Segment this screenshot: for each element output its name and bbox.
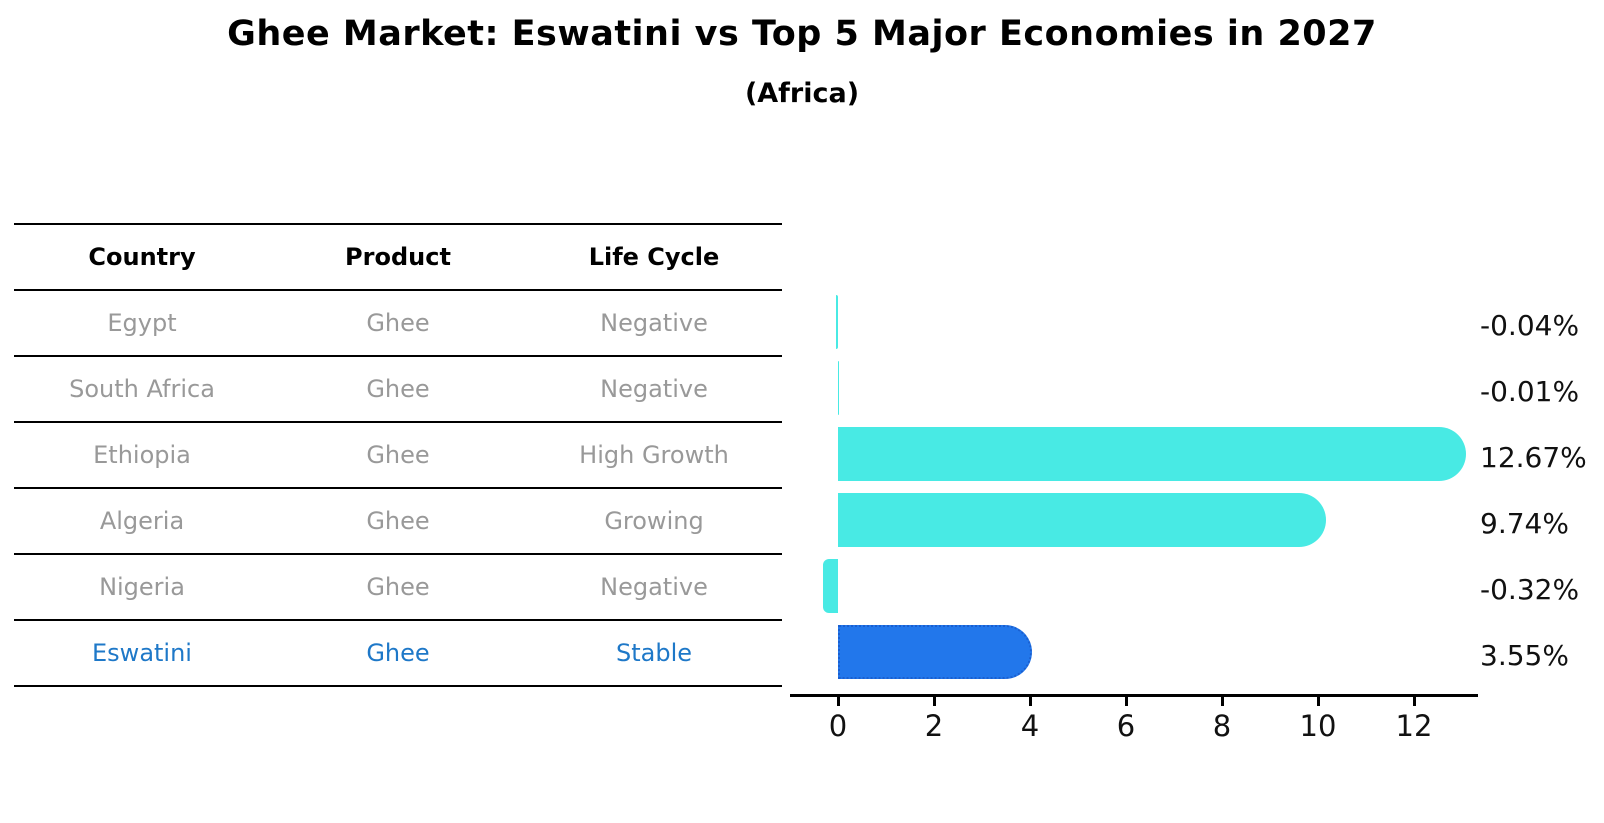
column-header-country: Country	[88, 243, 196, 271]
x-axis-tick-label: 0	[828, 709, 848, 743]
column-header-life-cycle: Life Cycle	[588, 243, 720, 271]
table-cell-product: Ghee	[366, 375, 430, 403]
bar-eswatini	[838, 625, 1033, 679]
x-axis-tick	[1029, 697, 1032, 706]
table-cell-life-cycle: Negative	[600, 309, 708, 337]
table-row: Eswatini Ghee Stable	[14, 621, 782, 687]
x-axis-tick	[1125, 697, 1128, 706]
table-cell-product: Ghee	[366, 441, 430, 469]
column-header-product: Product	[345, 243, 451, 271]
table-body: Egypt Ghee Negative South Africa Ghee Negativ…	[14, 291, 782, 687]
x-axis-tick-label: 10	[1299, 709, 1337, 743]
table-cell-country: South Africa	[69, 375, 215, 403]
bar-egypt	[836, 295, 838, 349]
table-cell-country: Egypt	[107, 309, 177, 337]
table-row: Algeria Ghee Growing	[14, 489, 782, 555]
table-cell-country: Ethiopia	[93, 441, 191, 469]
country-table: Country Product Life Cycle Egypt Ghee Nega…	[14, 223, 782, 687]
x-axis	[790, 694, 1478, 697]
x-axis-tick-label: 2	[924, 709, 944, 743]
x-axis-tick-label: 4	[1020, 709, 1040, 743]
x-axis-tick-label: 6	[1116, 709, 1136, 743]
chart-title: Ghee Market: Eswatini vs Top 5 Major Eco…	[227, 14, 1377, 54]
table-cell-product: Ghee	[366, 507, 430, 535]
bar-value-label: -0.04%	[1480, 308, 1580, 342]
table-row: Ethiopia Ghee High Growth	[14, 423, 782, 489]
bar-value-label: 3.55%	[1480, 638, 1569, 672]
table-cell-life-cycle: Stable	[615, 639, 693, 667]
table-row: Egypt Ghee Negative	[14, 291, 782, 357]
x-axis-tick-label: 8	[1212, 709, 1232, 743]
x-axis-tick	[1317, 697, 1320, 706]
table-cell-life-cycle: Negative	[600, 375, 708, 403]
table-cell-country: Algeria	[99, 507, 185, 535]
table-cell-country: Eswatini	[92, 639, 192, 667]
bar-value-label: -0.32%	[1480, 572, 1580, 606]
bar-value-label: -0.01%	[1480, 374, 1580, 408]
x-axis-tick	[933, 697, 936, 706]
table-row: Nigeria Ghee Negative	[14, 555, 782, 621]
table-cell-product: Ghee	[366, 639, 430, 667]
bar-algeria	[838, 493, 1326, 547]
bar-ethiopia	[838, 427, 1467, 481]
x-axis-tick	[1413, 697, 1416, 706]
table-cell-life-cycle: High Growth	[579, 441, 729, 469]
table-cell-life-cycle: Growing	[604, 507, 704, 535]
bar-value-label: 9.74%	[1480, 506, 1569, 540]
bar-value-label: 12.67%	[1480, 440, 1587, 474]
table-cell-life-cycle: Negative	[600, 573, 708, 601]
chart-subtitle: (Africa)	[744, 78, 860, 109]
table-cell-product: Ghee	[366, 573, 430, 601]
table-cell-product: Ghee	[366, 309, 430, 337]
table-cell-country: Nigeria	[99, 573, 185, 601]
x-axis-tick	[837, 697, 840, 706]
bar-nigeria	[822, 559, 838, 613]
x-axis-tick-label: 12	[1395, 709, 1433, 743]
table-header-row: Country Product Life Cycle	[14, 225, 782, 291]
x-axis-tick	[1221, 697, 1224, 706]
table-row: South Africa Ghee Negative	[14, 357, 782, 423]
